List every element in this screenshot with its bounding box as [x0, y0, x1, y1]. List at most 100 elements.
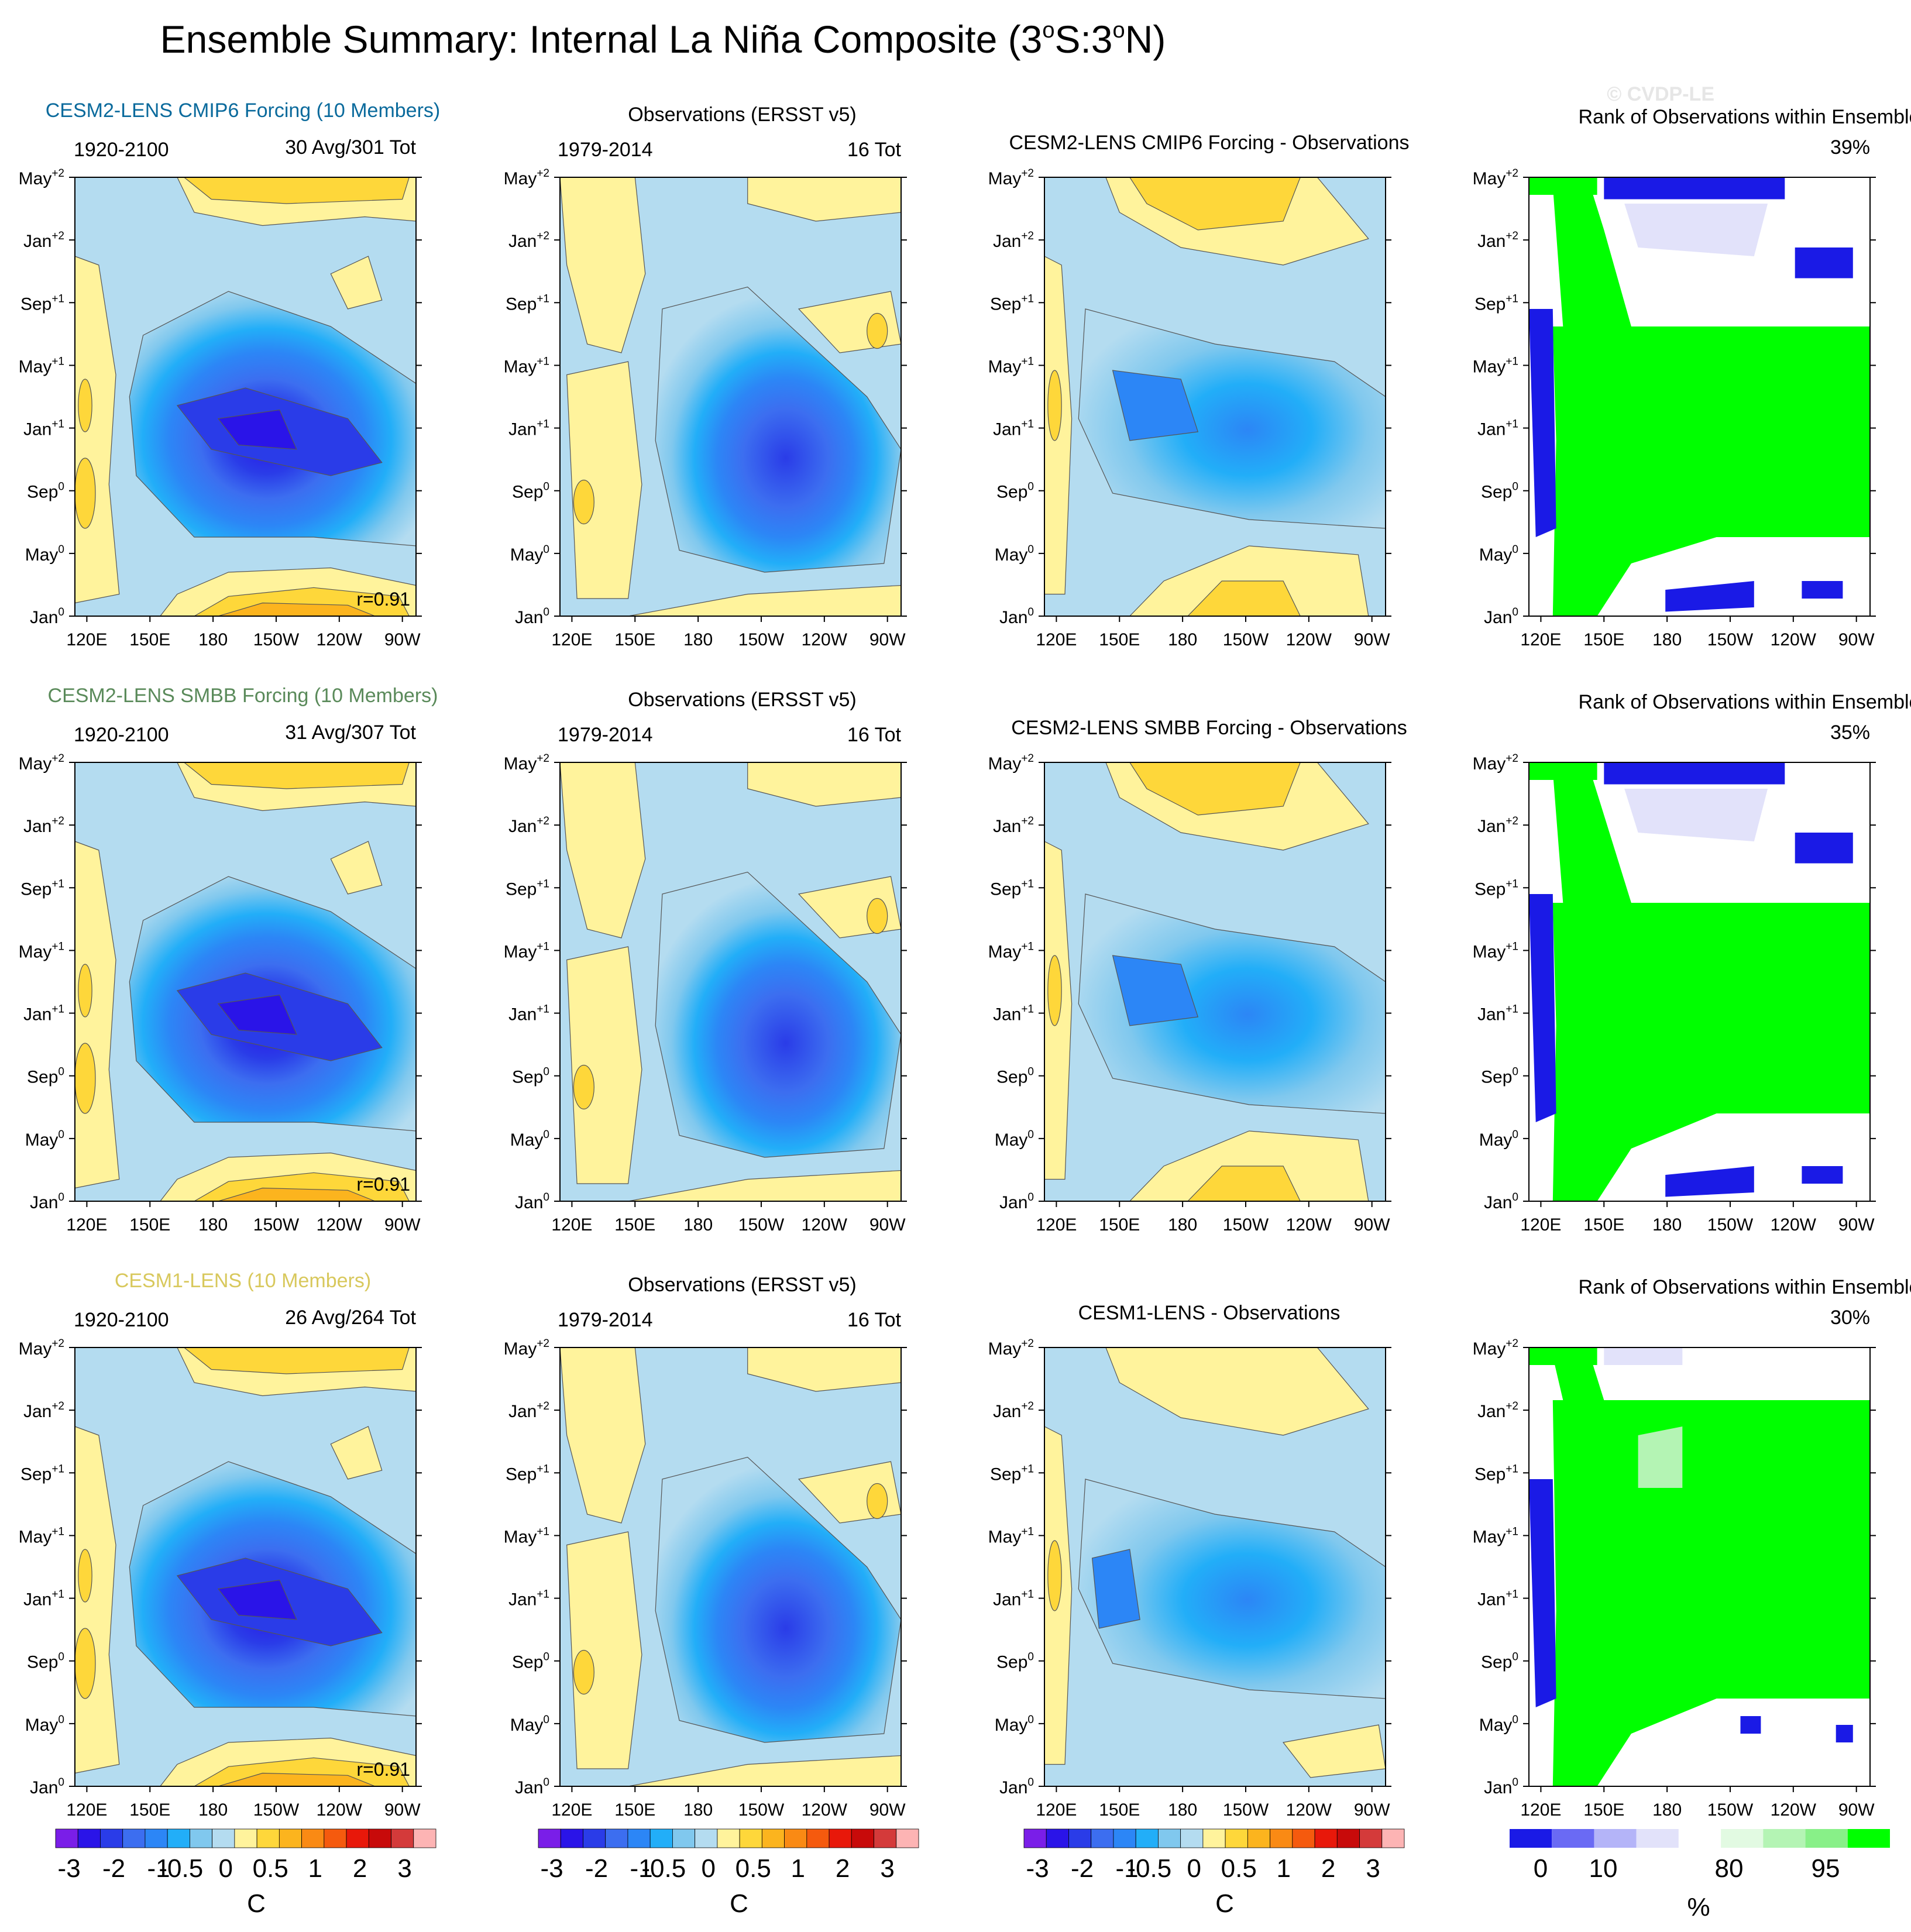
y-tick-label: May+1	[504, 355, 549, 376]
x-tick-label: 120E	[1520, 1800, 1561, 1820]
panel-frame	[1044, 177, 1386, 617]
y-tick-label: Sep0	[1481, 1651, 1518, 1672]
rank-panel: Rank of Observations within Ensemble 35% 1…	[1473, 691, 1911, 1235]
y-tick-label: May+2	[1473, 167, 1518, 188]
colorbar-tick-label: 95	[1812, 1854, 1840, 1883]
cold-contour	[1091, 1549, 1140, 1629]
warm-contour	[1047, 370, 1062, 441]
colorbar-swatch	[100, 1828, 123, 1848]
y-tick-label: May0	[995, 544, 1034, 565]
cold-contour	[217, 409, 297, 450]
x-tick-label: 180	[1168, 630, 1197, 649]
y-tick-label: May+2	[19, 1338, 64, 1359]
observations-panel-title: Observations (ERSST v5)	[628, 1274, 857, 1296]
x-tick-label: 180	[198, 1800, 228, 1820]
colorbar-swatch	[649, 1828, 673, 1848]
rank-colorbar: 0 10 80 95%	[1510, 1829, 1890, 1921]
colorbar-tick-label: -1	[630, 1854, 652, 1883]
y-tick-label: Jan+1	[993, 1003, 1034, 1025]
warm-contour	[183, 177, 410, 204]
colorbar-tick-label: -2	[1071, 1854, 1094, 1883]
cold-contour	[217, 994, 297, 1035]
colorbar-swatch	[1721, 1829, 1764, 1848]
x-tick-label: 120W	[317, 1800, 363, 1820]
warm-contour	[78, 1549, 92, 1603]
colorbar-tick-label: 3	[880, 1854, 894, 1883]
x-tick-label: 150W	[1223, 630, 1269, 649]
x-tick-label: 90W	[1838, 1800, 1875, 1820]
x-tick-label: 150E	[129, 630, 170, 649]
colorbar-tick-label: -3	[1026, 1854, 1049, 1883]
colorbar-swatch	[1068, 1828, 1092, 1848]
colorbar-tick-label: 80	[1715, 1854, 1744, 1883]
rank-cell	[1604, 177, 1785, 200]
y-tick-label: Jan+1	[993, 1589, 1034, 1610]
colorbar-tick-label: 3	[1366, 1854, 1380, 1883]
panel-frame	[74, 1347, 417, 1787]
x-tick-label: 150E	[614, 630, 655, 649]
x-tick-label: 150E	[1099, 1800, 1140, 1820]
y-tick-label: Jan+2	[993, 815, 1034, 836]
rank-cell	[1552, 1356, 1631, 1400]
rank-cell	[1552, 771, 1631, 903]
x-tick-label: 90W	[1354, 1215, 1390, 1235]
rank-cell	[1529, 177, 1597, 195]
x-tick-label: 120W	[802, 1215, 848, 1235]
y-tick-label: Jan+1	[993, 418, 1034, 439]
y-tick-label: Sep+1	[20, 878, 64, 899]
x-tick-label: 90W	[384, 1800, 421, 1820]
panel-frame	[559, 762, 902, 1202]
x-tick-label: 120E	[551, 1215, 592, 1235]
colorbar-swatch	[1270, 1828, 1293, 1848]
rank-cell	[1529, 894, 1556, 1122]
rank-cell	[1529, 1347, 1597, 1365]
colorbar-swatch	[1046, 1828, 1069, 1848]
rank-cell	[1529, 309, 1556, 537]
x-tick-label: 120W	[1771, 1215, 1817, 1235]
x-tick-label: 180	[683, 1800, 713, 1820]
cold-contour	[655, 1456, 902, 1743]
colorbar-tick-label: 0.5	[1221, 1854, 1257, 1883]
colorbar-swatch	[1763, 1829, 1806, 1848]
x-tick-label: 150W	[1223, 1800, 1269, 1820]
cold-contour	[1112, 370, 1199, 441]
panel-grid: CESM2-LENS CMIP6 Forcing (10 Members) 192…	[19, 99, 1911, 1820]
y-tick-label: Jan+1	[1477, 418, 1518, 439]
y-tick-label: Jan0	[30, 606, 64, 627]
rank-cell	[1795, 833, 1853, 864]
x-tick-label: 120E	[1520, 1215, 1561, 1235]
y-tick-label: Jan0	[1484, 1776, 1518, 1797]
model-panel: CESM1-LENS (10 Members) 1920-2100 26 Avg/2…	[19, 1270, 422, 1820]
y-tick-label: Jan0	[515, 1191, 549, 1212]
cold-contour	[655, 286, 902, 573]
y-tick-label: Sep0	[1481, 1066, 1518, 1087]
y-tick-label: May+1	[19, 1525, 64, 1546]
colorbar-tick-label: -2	[102, 1854, 125, 1883]
y-tick-label: Sep0	[996, 481, 1034, 502]
colorbar-swatch	[761, 1828, 785, 1848]
observations-period-label: 1979-2014	[558, 724, 653, 746]
y-tick-label: May+1	[988, 1525, 1034, 1546]
x-tick-label: 180	[1652, 1800, 1682, 1820]
colorbar-swatch	[55, 1828, 78, 1848]
y-tick-label: Jan+1	[23, 1589, 64, 1610]
x-tick-label: 120E	[66, 1800, 107, 1820]
colorbar-tick-label: -0.5	[641, 1854, 686, 1883]
y-tick-label: Sep+1	[990, 293, 1034, 314]
colorbar-swatch	[1314, 1828, 1338, 1848]
x-tick-label: 150E	[614, 1215, 655, 1235]
rank-cell	[1529, 762, 1597, 780]
y-tick-label: Sep+1	[990, 1463, 1034, 1484]
colorbar-tick-label: 2	[1321, 1854, 1335, 1883]
difference-panel: CESM1-LENS - Observations 120E 150E 180 150W…	[988, 1302, 1391, 1820]
observations-count-label: 16 Tot	[847, 724, 902, 746]
panel-frame	[1528, 1347, 1871, 1787]
colorbar-swatch	[256, 1828, 280, 1848]
model-panel-title: CESM2-LENS CMIP6 Forcing (10 Members)	[46, 99, 441, 122]
observations-period-label: 1979-2014	[558, 139, 653, 161]
y-tick-label: Jan+2	[23, 230, 64, 251]
colorbar-swatch	[301, 1828, 325, 1848]
y-tick-label: May0	[510, 1714, 549, 1735]
colorbar-swatch	[368, 1828, 391, 1848]
x-tick-label: 180	[1168, 1215, 1197, 1235]
